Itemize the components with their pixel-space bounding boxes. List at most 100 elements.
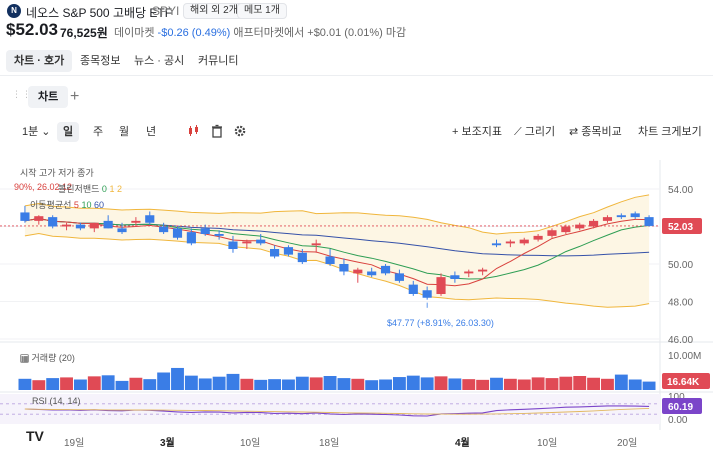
- price-tick-label: 54.00: [668, 185, 693, 196]
- candle-body: [519, 239, 529, 244]
- last-rsi-badge: [662, 398, 702, 414]
- volume-bar: [462, 379, 476, 390]
- candle-body: [34, 216, 44, 221]
- candle-body: [297, 252, 307, 263]
- volume-bar: [129, 377, 143, 390]
- last-rsi-badge-label: 60.19: [668, 402, 693, 413]
- volume-bar: [545, 378, 559, 390]
- candle-body: [533, 235, 543, 240]
- candle-body: [616, 215, 626, 218]
- candle-body: [339, 264, 349, 272]
- ma10-line: [24, 217, 650, 280]
- volume-bar: [420, 377, 434, 390]
- krw-price: 76,525원: [60, 26, 108, 40]
- date-tick-label: 4월: [455, 437, 470, 449]
- volume-bar: [268, 379, 282, 390]
- candle-body: [48, 217, 58, 227]
- volume-bar: [490, 377, 503, 390]
- after-market-info: 애프터마켓에서 +$0.01 (0.01%) 마감: [233, 27, 407, 39]
- exchange-chip[interactable]: 해외 외 2개: [183, 3, 245, 19]
- period-week[interactable]: 주: [93, 126, 104, 138]
- volume-bar: [143, 379, 157, 390]
- stock-header: N 네오스 S&P 500 고배당 ETF SPYI 해외 외 2개 메모 1개…: [0, 0, 713, 44]
- tab-news[interactable]: 뉴스 · 공시: [134, 55, 185, 67]
- tab-chart-quote[interactable]: 차트 · 호가: [6, 50, 73, 72]
- bollinger-legend: 볼린저밴드 0 1 2: [58, 184, 122, 194]
- gear-icon[interactable]: [233, 124, 247, 138]
- candle-body: [172, 228, 183, 238]
- volume-bar: [365, 380, 379, 390]
- volume-bar: [601, 378, 614, 390]
- candle-body: [159, 226, 169, 233]
- last-volume-badge: [662, 373, 710, 389]
- volume-bar: [448, 378, 462, 390]
- drag-handle-icon[interactable]: ⋮⋮: [12, 89, 32, 99]
- bollinger-upper-line: [24, 194, 650, 235]
- date-tick-label: 18일: [319, 437, 339, 449]
- rsi-tick-label: 0.00: [668, 415, 688, 426]
- volume-bar: [32, 380, 46, 390]
- volume-bar: [198, 378, 212, 390]
- candle-body: [644, 217, 654, 226]
- candle-body: [242, 241, 252, 244]
- candle-body: [422, 290, 432, 298]
- volume-bar: [392, 377, 406, 390]
- candle-body: [131, 220, 141, 223]
- rsi-legend: RSI (14, 14): [32, 396, 81, 406]
- volume-bar: [379, 379, 392, 390]
- interval-select[interactable]: 1분 ⌄: [22, 126, 51, 138]
- candle-body: [228, 241, 238, 249]
- date-tick-label: 10일: [240, 437, 260, 449]
- candle-body: [214, 234, 224, 236]
- volume-bar: [101, 375, 115, 390]
- volume-bar: [614, 374, 628, 390]
- ma-legend: 이동평균선 5 10 60: [30, 200, 104, 210]
- trash-icon[interactable]: [210, 124, 224, 138]
- indicators-button[interactable]: + 보조지표: [452, 126, 502, 138]
- volume-bar: [628, 379, 642, 390]
- period-year[interactable]: 년: [146, 126, 157, 138]
- volume-bar: [115, 380, 129, 390]
- candle-body: [283, 247, 294, 255]
- fund-title: 네오스 S&P 500 고배당 ETF: [26, 6, 173, 20]
- candle-body: [20, 212, 30, 221]
- chart-area[interactable]: 시작 고가 저가 종가 90%, 26.02.12 볼린저밴드 0 1 2 이동…: [0, 160, 713, 455]
- price-tick-label: 46.00: [668, 335, 693, 346]
- volume-bar: [587, 377, 601, 390]
- candle-body: [380, 265, 391, 274]
- candle-chart-icon[interactable]: [187, 124, 201, 138]
- date-tick-label: 10일: [537, 437, 557, 449]
- add-tab-button[interactable]: +: [70, 88, 80, 105]
- memo-chip[interactable]: 메모 1개: [237, 3, 287, 19]
- main-tabs: 차트 · 호가 종목정보 뉴스 · 공시 커뮤니티: [0, 46, 713, 76]
- tab-stock-info[interactable]: 종목정보: [80, 55, 121, 67]
- period-day[interactable]: 일: [57, 122, 80, 142]
- candle-body: [61, 224, 72, 227]
- volume-bar: [531, 377, 545, 390]
- low-annotation: $47.77 (+8.91%, 26.03.30): [387, 318, 494, 328]
- bollinger-lower-line: [24, 232, 650, 308]
- last-price-badge-label: 52.03: [668, 222, 693, 233]
- draw-button[interactable]: ⟋ 그리기: [514, 126, 556, 138]
- volume-bar: [87, 376, 101, 390]
- volume-bar: [226, 373, 240, 390]
- volume-bar: [573, 376, 587, 390]
- candle-body: [602, 217, 613, 221]
- last-price-badge: [662, 217, 702, 234]
- candle-body: [145, 215, 155, 223]
- period-month[interactable]: 월: [119, 126, 130, 138]
- volume-bar: [323, 376, 337, 390]
- volume-bar: [282, 379, 295, 390]
- fullscreen-button[interactable]: 차트 크게보기: [638, 126, 702, 138]
- compare-button[interactable]: ⇄ 종목비교: [569, 126, 622, 138]
- price-chart-svg[interactable]: 54.0052.0050.0048.0046.0010.00M1000.0052…: [0, 160, 713, 455]
- candle-body: [256, 239, 266, 244]
- tab-community[interactable]: 커뮤니티: [198, 55, 239, 67]
- tab-chart[interactable]: 차트: [28, 86, 69, 108]
- candle-body: [311, 243, 321, 246]
- volume-bar: [337, 378, 351, 390]
- candle-body: [575, 224, 585, 229]
- candle-body: [589, 220, 599, 227]
- volume-bar: [351, 378, 365, 390]
- tv-logo: TV: [26, 428, 44, 444]
